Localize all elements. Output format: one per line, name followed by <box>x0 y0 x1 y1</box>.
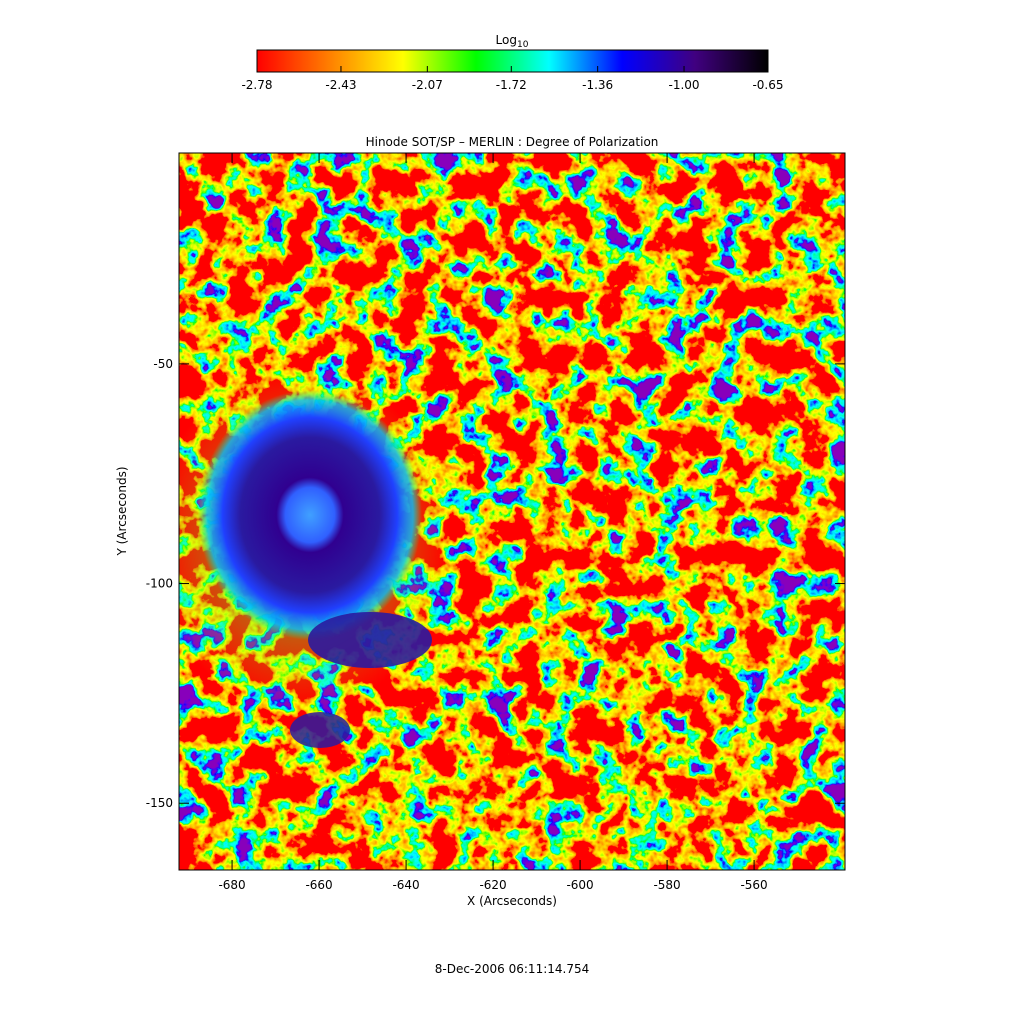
colorbar-tick-label: -2.07 <box>412 78 443 92</box>
pore <box>290 712 350 748</box>
colorbar-scale <box>256 49 769 73</box>
colorbar <box>256 49 769 73</box>
x-tick-label: -660 <box>305 878 332 892</box>
colorbar-tick-label: -2.78 <box>241 78 272 92</box>
y-tick-label: -50 <box>153 357 173 371</box>
y-axis-label: Y (Arcseconds) <box>115 466 129 556</box>
plot-frame <box>178 152 846 871</box>
colorbar-tick-label: -1.36 <box>582 78 613 92</box>
colorbar-label-sub: 10 <box>517 40 529 50</box>
x-axis-label: X (Arcseconds) <box>467 894 557 908</box>
x-tick-label: -560 <box>740 878 767 892</box>
y-tick-label: -100 <box>146 577 173 591</box>
colorbar-label-text: Log <box>496 33 517 47</box>
sunspot-tail <box>308 612 432 668</box>
x-tick-label: -580 <box>653 878 680 892</box>
colorbar-tick-label: -1.00 <box>669 78 700 92</box>
footer-date: 8-Dec-2006 06:11:14.754 <box>435 962 589 976</box>
colorbar-label: Log10 <box>496 33 529 50</box>
x-tick-label: -680 <box>218 878 245 892</box>
x-tick-label: -600 <box>566 878 593 892</box>
x-tick-label: -640 <box>392 878 419 892</box>
colorbar-tick-label: -2.43 <box>325 78 356 92</box>
x-tick-label: -620 <box>479 878 506 892</box>
sunspot <box>198 390 422 640</box>
colorbar-tick-label: -0.65 <box>752 78 783 92</box>
y-tick-label: -150 <box>146 796 173 810</box>
colorbar-tick-label: -1.72 <box>496 78 527 92</box>
image <box>179 153 845 870</box>
chart-title: Hinode SOT/SP – MERLIN : Degree of Polar… <box>366 135 659 149</box>
